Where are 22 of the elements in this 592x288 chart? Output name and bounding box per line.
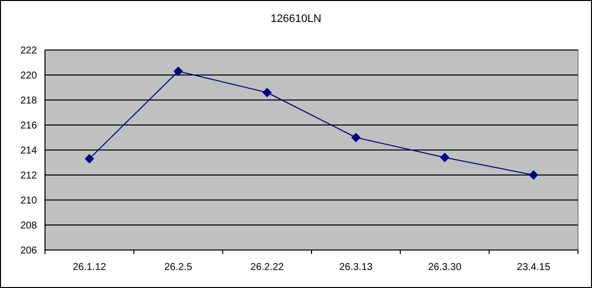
y-tick-label: 220 [20,70,38,82]
x-tick-label: 26.2.22 [250,262,284,273]
point [84,154,94,164]
y-tick-label: 208 [20,220,38,232]
y-tick-label: 210 [20,196,38,206]
x-tick-label: 26.1.12 [72,262,107,273]
y-tick-label: 216 [20,120,38,132]
x-tick-label: 23.4.15 [516,262,551,273]
point [262,88,272,97]
chart-title: 126610LN [270,13,322,25]
x-tick-label: 26.3.13 [339,262,374,273]
point [440,153,450,162]
point [351,133,360,142]
x-tick-label: 26.2.5 [164,262,193,273]
y-tick-label: 218 [20,96,38,106]
point [529,170,538,180]
y-tick-label: 222 [20,46,38,56]
y-tick-label: 214 [20,146,38,156]
point [174,66,183,76]
y-tick-label: 212 [20,170,38,182]
x-tick-label: 26.3.30 [428,262,462,273]
y-tick-label: 206 [20,246,38,256]
